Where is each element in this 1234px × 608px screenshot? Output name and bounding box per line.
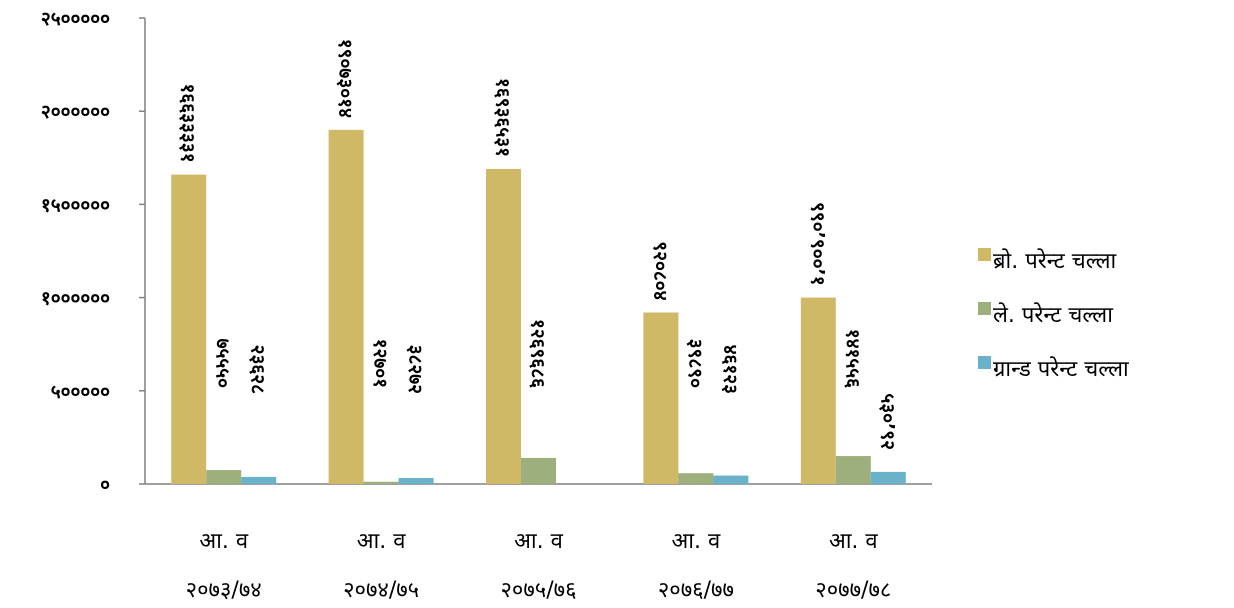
y-tick-label: १५००००० bbox=[41, 194, 110, 216]
data-label: ७५५५० bbox=[212, 339, 234, 389]
data-label: १६६३३३३१ bbox=[177, 84, 199, 163]
y-tick-label: ० bbox=[100, 474, 110, 496]
x-category-label: २०७३/७४ bbox=[186, 578, 262, 603]
y-tick-label: १०००००० bbox=[41, 288, 110, 310]
bar bbox=[835, 456, 871, 484]
y-tick-label: ५००००० bbox=[51, 381, 110, 403]
data-label: १२६९६८६ bbox=[527, 319, 549, 388]
bar bbox=[800, 297, 836, 484]
bar bbox=[521, 457, 556, 484]
bar bbox=[241, 476, 277, 484]
legend-label: ग्रान्ड परेन्ट चल्ला bbox=[993, 356, 1129, 382]
x-category-label: २०७६/७७ bbox=[658, 578, 734, 603]
data-labels-group: १६६३३३३१ ७५५५० २३६२८ १९०७३०१४ १२७०१ ३८२७२ १६९३… bbox=[177, 39, 899, 450]
x-category-label: आ. व bbox=[829, 529, 878, 554]
bar bbox=[328, 129, 364, 484]
bar bbox=[870, 471, 906, 484]
x-category-label: आ. व bbox=[357, 529, 406, 554]
x-category-label: आ. व bbox=[672, 529, 721, 554]
bar bbox=[643, 312, 679, 484]
data-label: ४६१२३ bbox=[719, 345, 741, 394]
data-label: ३८२७२ bbox=[404, 345, 426, 394]
x-category-label: २०७७/७८ bbox=[815, 578, 891, 603]
bar bbox=[398, 478, 434, 484]
bar bbox=[713, 475, 749, 484]
data-label: ५३०’९२ bbox=[876, 393, 898, 450]
data-label: १२७०१ bbox=[369, 339, 391, 388]
x-category-label: २०७४/७५ bbox=[343, 578, 419, 603]
legend-swatch bbox=[978, 248, 991, 261]
bar bbox=[678, 473, 714, 484]
bar bbox=[486, 168, 521, 484]
legend: ब्रो. परेन्ट चल्ला ले. परेन्ट चल्ला ग्रान्… bbox=[978, 248, 1129, 382]
y-axis-ticks: ० ५००००० १०००००० १५००००० २०००००० २५००००० bbox=[41, 8, 145, 496]
x-category-label: आ. व bbox=[199, 529, 248, 554]
legend-swatch bbox=[978, 356, 991, 369]
x-category-label: आ. व bbox=[514, 529, 563, 554]
data-label: ९२०८०४ bbox=[649, 241, 671, 300]
legend-label: ब्रो. परेन्ट चल्ला bbox=[993, 248, 1117, 274]
data-label: १९०७३०१४ bbox=[334, 39, 356, 118]
data-label: ३९८९० bbox=[684, 339, 706, 389]
legend-swatch bbox=[978, 302, 991, 315]
data-label: ९९०’९००’१ bbox=[806, 202, 828, 286]
y-tick-label: २०००००० bbox=[41, 101, 110, 123]
x-category-label: २०७५/७६ bbox=[500, 578, 576, 603]
data-label: २३६२८ bbox=[247, 345, 269, 395]
legend-label: ले. परेन्ट चल्ला bbox=[993, 302, 1113, 328]
x-axis-categories: आ. व २०७३/७४ आ. व २०७४/७५ आ. व २०७५/७६ आ. व २०७… bbox=[186, 529, 892, 603]
bar bbox=[206, 470, 242, 484]
bars-group bbox=[171, 129, 906, 485]
y-tick-label: २५००००० bbox=[41, 8, 110, 30]
bar bbox=[171, 174, 207, 485]
bar bbox=[363, 481, 399, 484]
data-label: १४१५५६ bbox=[841, 329, 863, 388]
data-label: १६९३६५३१ bbox=[492, 78, 514, 157]
